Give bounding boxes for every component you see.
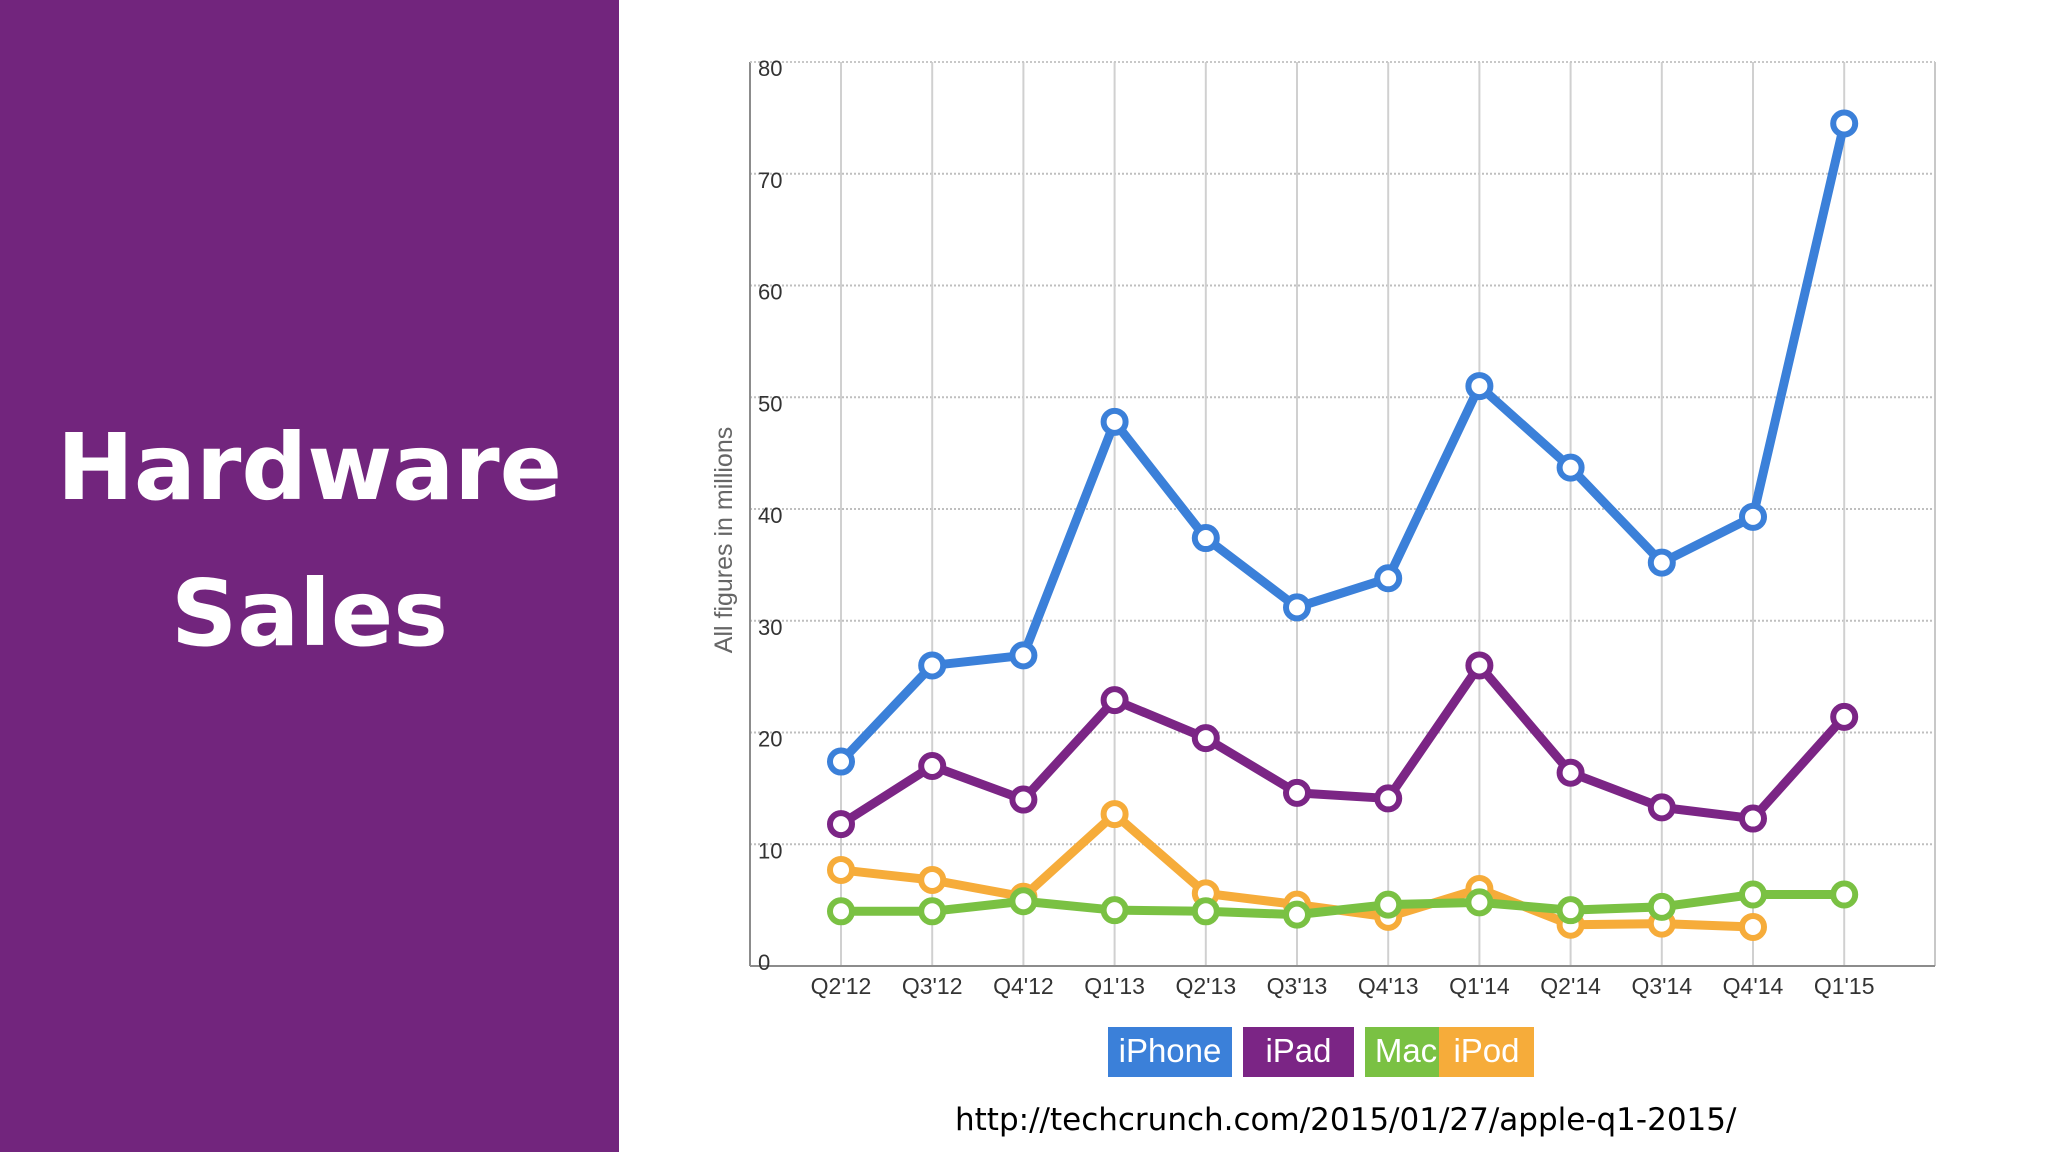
iphone-point: [918, 651, 947, 680]
x-tick-label: Q4'13: [1358, 973, 1419, 999]
chart-series: [827, 109, 1859, 941]
legend-label-ipad: iPad: [1265, 1032, 1331, 1069]
ipad-point: [1191, 724, 1220, 753]
legend-label-iphone: iPhone: [1119, 1032, 1222, 1069]
ipad-point: [918, 752, 947, 781]
x-axis-ticks: Q2'12 Q3'12 Q4'12 Q1'13 Q2'13 Q3'13 Q4'13 Q1'14…: [811, 973, 1875, 999]
y-tick-label: 30: [758, 615, 782, 640]
mac-line: [836, 890, 1849, 920]
mac-point: [1830, 880, 1859, 909]
x-tick-label: Q2'14: [1540, 973, 1601, 999]
legend-label-ipod: iPod: [1453, 1032, 1519, 1069]
y-axis-label: All figures in millions: [710, 427, 738, 653]
x-tick-label: Q3'12: [902, 973, 963, 999]
ipad-point: [1739, 804, 1767, 833]
x-tick-label: Q4'12: [993, 973, 1054, 999]
x-tick-label: Q1'15: [1814, 973, 1875, 999]
mac-point: [1191, 897, 1220, 926]
series-ipad: [827, 651, 1859, 839]
legend-label-mac: Mac: [1375, 1032, 1437, 1069]
x-tick-label: Q2'13: [1175, 973, 1236, 999]
ipad-point: [1100, 686, 1129, 715]
y-tick-label: 10: [758, 838, 782, 863]
x-tick-label: Q3'14: [1631, 973, 1692, 999]
title-sidebar: Hardware Sales: [0, 0, 619, 1152]
ipad-point: [1556, 758, 1585, 787]
iphone-point: [1191, 524, 1220, 553]
y-tick-label: 0: [758, 950, 770, 975]
ipad-point: [827, 810, 855, 839]
ipad-point: [1830, 702, 1859, 731]
x-tick-label: Q3'13: [1267, 973, 1328, 999]
y-tick-label: 50: [758, 391, 782, 416]
y-tick-label: 70: [758, 168, 782, 193]
ipod-point: [827, 855, 855, 884]
y-tick-label: 80: [758, 56, 782, 81]
mac-point: [1647, 892, 1676, 921]
iphone-point: [1556, 453, 1585, 482]
legend-swatch-ipod: [1439, 1027, 1534, 1077]
mac-point: [1374, 890, 1403, 919]
mac-point: [1009, 887, 1038, 916]
iphone-point: [1465, 372, 1494, 401]
x-tick-label: Q1'13: [1084, 973, 1145, 999]
iphone-point: [827, 747, 855, 776]
legend-swatch-mac: [1365, 1027, 1447, 1077]
iphone-point: [1009, 641, 1038, 670]
legend-swatch-iphone: [1108, 1027, 1232, 1077]
iphone-line: [836, 118, 1849, 767]
y-tick-label: 60: [758, 280, 782, 305]
slide-title-line-1: Hardware: [56, 414, 563, 521]
iphone-point: [1830, 109, 1859, 138]
mac-point: [1739, 880, 1767, 909]
legend-swatch-ipad: [1243, 1027, 1354, 1077]
iphone-point: [1374, 564, 1403, 593]
series-mac: [827, 880, 1859, 929]
x-tick-label: Q1'14: [1449, 973, 1510, 999]
y-axis-ticks: 0 10 20 30 40 50 60 70 80: [758, 56, 782, 975]
ipad-point: [1465, 651, 1494, 680]
ipad-point: [1374, 784, 1403, 813]
chart-legend: iPhone iPad Mac iPod: [1108, 1027, 1534, 1077]
y-tick-label: 40: [758, 503, 782, 528]
x-tick-label: Q2'12: [811, 973, 872, 999]
iphone-point: [1739, 502, 1767, 531]
ipod-point: [1100, 800, 1129, 829]
ipod-point: [918, 866, 947, 895]
series-iphone: [827, 109, 1859, 776]
mac-point: [918, 897, 947, 926]
iphone-point: [1647, 548, 1676, 577]
ipod-point: [1739, 912, 1767, 941]
y-tick-label: 20: [758, 727, 782, 752]
ipad-point: [1647, 793, 1676, 822]
mac-point: [1465, 888, 1494, 917]
ipad-point: [1283, 778, 1311, 807]
mac-point: [827, 897, 855, 926]
iphone-point: [1100, 407, 1129, 436]
mac-point: [1556, 896, 1585, 925]
slide-title-line-2: Sales: [170, 560, 449, 667]
mac-point: [1283, 900, 1311, 929]
chart-axes: [749, 61, 1936, 967]
slide-title: Hardware Sales: [0, 395, 619, 687]
ipad-point: [1009, 785, 1038, 814]
mac-point: [1100, 896, 1129, 925]
x-tick-label: Q4'14: [1723, 973, 1784, 999]
ipad-line: [836, 660, 1849, 829]
source-url: http://techcrunch.com/2015/01/27/apple-q…: [955, 1102, 1737, 1138]
iphone-point: [1283, 593, 1311, 622]
